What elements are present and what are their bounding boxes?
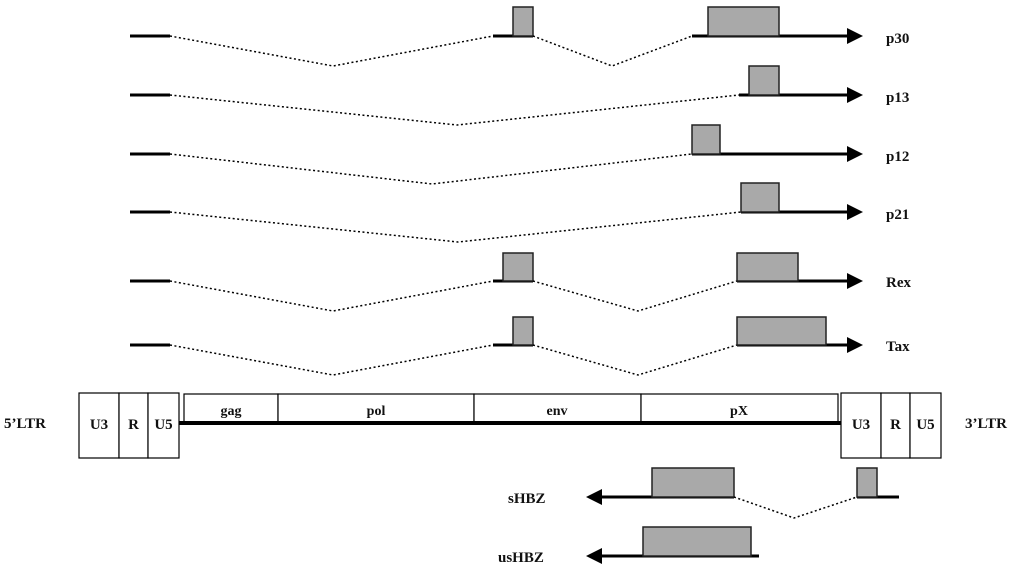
ltr5-u5-label: U5 (154, 417, 172, 433)
gene-track: gag pol env pX (179, 393, 841, 425)
intron-1 (169, 280, 494, 312)
arrowhead-right (847, 273, 863, 289)
ltr3-u5-label: U5 (916, 417, 934, 433)
intron-2 (532, 344, 738, 376)
coding-exon-2 (502, 252, 534, 282)
transcript-p21: p21 (130, 182, 909, 243)
transcript-p30: p30 (130, 6, 909, 67)
gene-label-gag: gag (221, 404, 242, 419)
transcript-label: p21 (886, 207, 909, 223)
gene-label-pol: pol (367, 404, 386, 419)
gene-box-gag (183, 393, 279, 424)
intron-1 (169, 94, 740, 126)
ltr3-u3-box (840, 392, 882, 459)
intron-1 (733, 496, 858, 519)
intron-1 (169, 153, 693, 185)
transcript-p12: p12 (130, 124, 909, 185)
ltr3: U3 R U5 (840, 392, 942, 459)
ltr5-r-label: R (128, 417, 139, 433)
coding-exon-2 (748, 65, 780, 96)
ltr5-u3-label: U3 (90, 417, 108, 433)
gene-label-env: env (547, 404, 568, 419)
transcript-label: usHBZ (498, 550, 544, 566)
arrowhead-right (847, 146, 863, 162)
proviral-genome: 5’LTR U3 R U5 gag pol env pX U3 R U (4, 392, 1007, 459)
coding-exon-2 (512, 316, 534, 346)
coding-exon-2 (856, 467, 878, 498)
transcript-shbz: sHBZ (508, 467, 899, 519)
coding-exon-2 (691, 124, 721, 155)
transcript-rex: Rex (130, 252, 911, 312)
intron-1 (169, 211, 742, 243)
transcript-ushbz: usHBZ (498, 526, 759, 566)
ltr5-u5-box (147, 392, 180, 459)
coding-exon-2 (740, 182, 780, 213)
ltr3-label: 3’LTR (965, 416, 1007, 432)
transcript-label: p12 (886, 149, 909, 165)
intron-1 (169, 35, 494, 67)
ltr5-u3-box (78, 392, 120, 459)
coding-exon-2 (512, 6, 534, 37)
ltr3-r-label: R (890, 417, 901, 433)
ltr3-u3-label: U3 (852, 417, 870, 433)
transcript-label: Rex (886, 275, 911, 291)
coding-exon-3 (707, 6, 780, 37)
transcript-label: p30 (886, 31, 909, 47)
arrowhead-right (847, 28, 863, 44)
intron-1 (169, 344, 494, 376)
arrowhead-right (847, 87, 863, 103)
coding-exon-3 (736, 316, 827, 346)
ltr5-label: 5’LTR (4, 416, 46, 432)
gene-label-px: pX (730, 404, 748, 419)
ltr5: U3 R U5 (78, 392, 180, 459)
arrowhead-right (847, 337, 863, 353)
coding-exon-1 (651, 467, 735, 498)
transcript-tax: Tax (130, 316, 910, 376)
intron-2 (532, 35, 693, 67)
arrowhead-left (586, 548, 602, 564)
intron-2 (532, 280, 738, 312)
transcript-p13: p13 (130, 65, 909, 126)
arrowhead-right (847, 204, 863, 220)
coding-exon-3 (736, 252, 799, 282)
arrowhead-left (586, 489, 602, 505)
transcript-label: p13 (886, 90, 909, 106)
coding-exon (642, 526, 752, 557)
ltr3-u5-box (909, 392, 942, 459)
transcript-label: Tax (886, 339, 910, 355)
transcript-label: sHBZ (508, 491, 546, 507)
ltr3-r-box (880, 392, 911, 459)
